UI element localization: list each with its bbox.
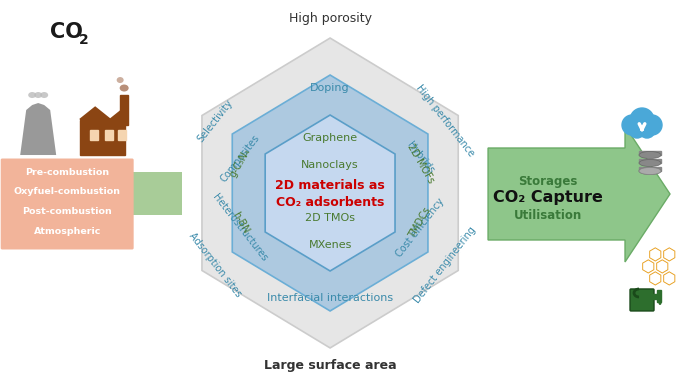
Bar: [120, 95, 128, 125]
Bar: [651, 294, 659, 299]
Ellipse shape: [120, 85, 129, 91]
Polygon shape: [202, 38, 458, 348]
FancyBboxPatch shape: [630, 289, 654, 311]
Polygon shape: [20, 103, 56, 155]
Bar: [639, 151, 661, 155]
Text: 2D materials as: 2D materials as: [275, 179, 385, 192]
Text: Post-combustion: Post-combustion: [23, 208, 112, 216]
Circle shape: [642, 115, 662, 135]
Text: Selectivity: Selectivity: [195, 98, 235, 144]
Text: Utilisation: Utilisation: [514, 210, 582, 223]
Text: High performance: High performance: [414, 83, 476, 159]
Polygon shape: [132, 172, 182, 215]
Ellipse shape: [28, 92, 36, 98]
Bar: [639, 159, 661, 163]
Ellipse shape: [639, 168, 661, 174]
Bar: [105, 130, 113, 140]
Text: Cost efficiency: Cost efficiency: [394, 197, 446, 259]
Text: ⬡: ⬡: [648, 246, 662, 264]
Circle shape: [630, 108, 654, 132]
Text: g-C₃N₄: g-C₃N₄: [228, 147, 252, 179]
Polygon shape: [265, 115, 395, 271]
Text: Hybrids: Hybrids: [405, 140, 436, 176]
Text: Defect engineering: Defect engineering: [412, 225, 478, 305]
Text: Oxyfuel-combustion: Oxyfuel-combustion: [14, 187, 121, 197]
Text: Heterostructures: Heterostructures: [211, 192, 269, 264]
Circle shape: [622, 115, 642, 135]
Polygon shape: [488, 126, 670, 262]
Text: CO₂ adsorbents: CO₂ adsorbents: [276, 197, 384, 210]
Text: Storages: Storages: [519, 174, 577, 187]
Ellipse shape: [658, 301, 662, 305]
Text: ⬡: ⬡: [662, 246, 676, 264]
Circle shape: [639, 122, 655, 138]
Bar: [657, 290, 661, 302]
Bar: [119, 130, 126, 140]
Text: ⬡: ⬡: [640, 258, 656, 276]
Ellipse shape: [34, 92, 42, 98]
Text: ⬡: ⬡: [648, 270, 662, 288]
Text: ⬡: ⬡: [655, 258, 669, 276]
Bar: [80, 120, 125, 155]
Polygon shape: [80, 108, 125, 120]
Text: Large surface area: Large surface area: [264, 359, 397, 372]
Text: 2D TMOs: 2D TMOs: [305, 213, 355, 223]
Bar: [639, 167, 661, 171]
Text: h-BN: h-BN: [230, 210, 250, 236]
Text: Nanoclays: Nanoclays: [301, 160, 359, 170]
Text: ⬡: ⬡: [662, 270, 676, 288]
Text: 2D MOFs: 2D MOFs: [405, 141, 436, 184]
Text: CO: CO: [50, 22, 83, 42]
Text: Atmospheric: Atmospheric: [34, 227, 101, 237]
Circle shape: [629, 122, 645, 138]
FancyBboxPatch shape: [1, 158, 134, 250]
Ellipse shape: [40, 92, 48, 98]
Text: Composites: Composites: [219, 133, 262, 184]
Polygon shape: [232, 75, 428, 311]
Ellipse shape: [639, 152, 661, 158]
Text: 2: 2: [79, 33, 89, 47]
Ellipse shape: [639, 160, 661, 166]
Text: Adsorption sites: Adsorption sites: [187, 231, 243, 299]
Text: Graphene: Graphene: [303, 133, 358, 143]
Text: Doping: Doping: [310, 83, 350, 93]
Text: Pre-combustion: Pre-combustion: [25, 168, 109, 176]
Ellipse shape: [116, 77, 124, 83]
Bar: [90, 130, 98, 140]
Text: TMDCs: TMDCs: [408, 206, 433, 240]
Text: MXenes: MXenes: [308, 240, 352, 250]
Text: CO₂ Capture: CO₂ Capture: [493, 190, 603, 205]
Text: Interfacial interactions: Interfacial interactions: [267, 293, 393, 303]
Text: High porosity: High porosity: [288, 12, 371, 25]
Ellipse shape: [639, 168, 661, 174]
